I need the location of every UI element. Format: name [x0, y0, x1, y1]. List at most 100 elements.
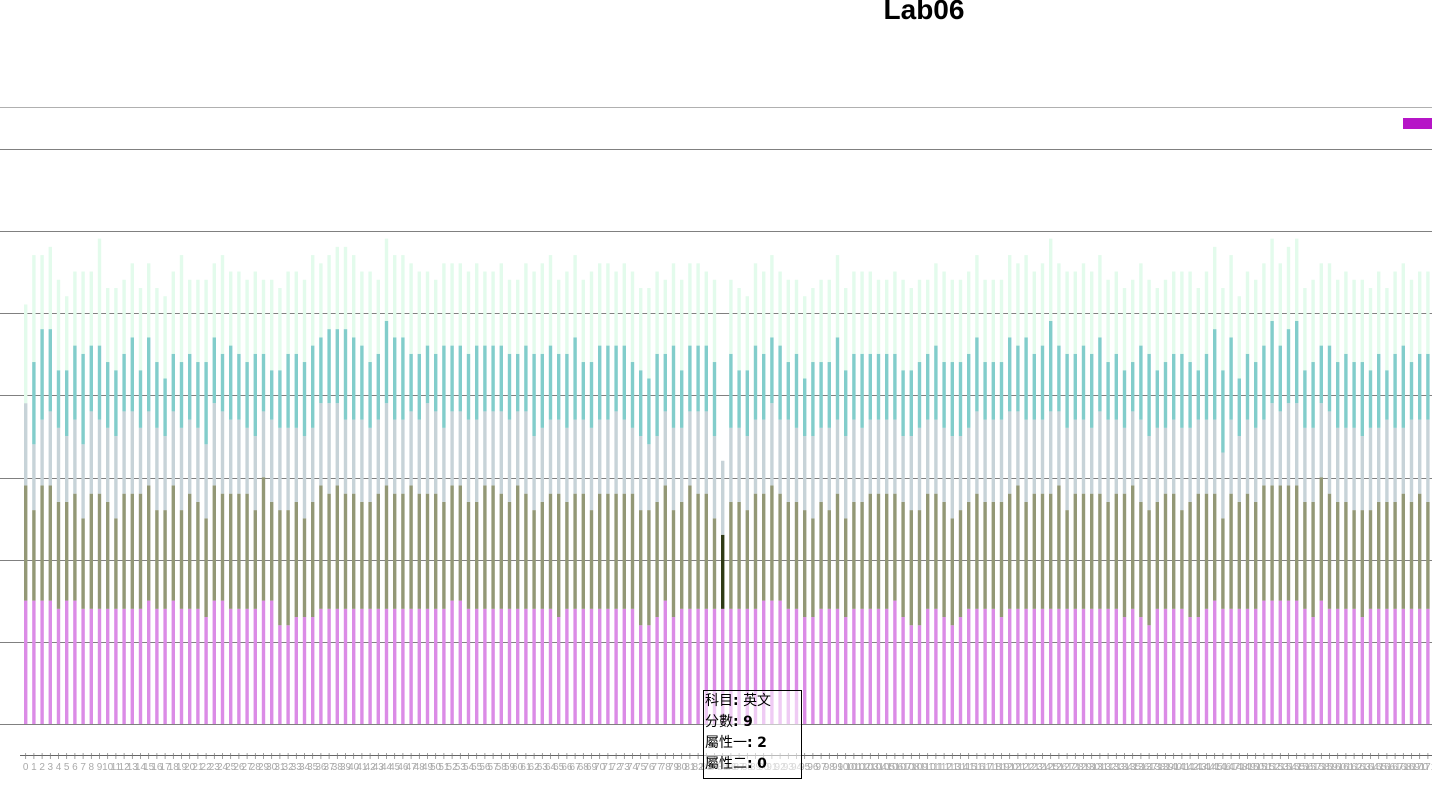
bar-segment[interactable] — [819, 279, 823, 363]
bar-segment[interactable] — [926, 493, 930, 609]
bar-segment[interactable] — [999, 362, 1004, 420]
bar-segment[interactable] — [516, 608, 520, 724]
bar-segment[interactable] — [294, 271, 298, 354]
bar-segment[interactable] — [1065, 608, 1069, 724]
bar-segment[interactable] — [1221, 452, 1225, 519]
bar-segment[interactable] — [1237, 608, 1241, 724]
bar-segment[interactable] — [565, 427, 569, 502]
bar-segment[interactable] — [860, 501, 864, 609]
bar-segment[interactable] — [179, 427, 184, 511]
bar-segment[interactable] — [540, 501, 544, 609]
bar-segment[interactable] — [1401, 427, 1405, 494]
bar-segment[interactable] — [1368, 608, 1373, 724]
bar-segment[interactable] — [942, 427, 946, 502]
bar-segment[interactable] — [950, 436, 954, 519]
bar-segment[interactable] — [491, 485, 495, 609]
bar-segment[interactable] — [1049, 411, 1053, 494]
bar-segment[interactable] — [1286, 485, 1291, 601]
bar-segment[interactable] — [311, 345, 315, 428]
bar-segment[interactable] — [1081, 263, 1086, 346]
bar-segment[interactable] — [188, 279, 192, 354]
bar-segment[interactable] — [1122, 493, 1127, 618]
bar-segment[interactable] — [1237, 501, 1241, 609]
bar-segment[interactable] — [524, 411, 528, 494]
bar-segment[interactable] — [1327, 345, 1332, 412]
bar-segment[interactable] — [220, 255, 225, 354]
bar-segment[interactable] — [1114, 271, 1118, 354]
bar-segment[interactable] — [737, 287, 741, 371]
bar-segment[interactable] — [557, 353, 561, 420]
bar-segment[interactable] — [360, 608, 364, 724]
bar-segment[interactable] — [1073, 271, 1077, 354]
bar-segment[interactable] — [573, 608, 577, 724]
bar-segment[interactable] — [302, 436, 307, 519]
bar-segment[interactable] — [1221, 518, 1225, 609]
bar-segment[interactable] — [1385, 501, 1389, 609]
bar-segment[interactable] — [335, 608, 339, 724]
bar-segment[interactable] — [1147, 353, 1151, 437]
bar-segment[interactable] — [1049, 238, 1053, 321]
bar-segment[interactable] — [384, 608, 389, 724]
bar-segment[interactable] — [1098, 411, 1102, 494]
bar-segment[interactable] — [1336, 501, 1340, 609]
bar-segment[interactable] — [1106, 608, 1110, 724]
bar-segment[interactable] — [1278, 600, 1282, 724]
bar-segment[interactable] — [499, 608, 503, 724]
bar-segment[interactable] — [319, 608, 323, 724]
bar-segment[interactable] — [762, 600, 766, 724]
bar-segment[interactable] — [1295, 403, 1299, 486]
bar-segment[interactable] — [1270, 600, 1274, 724]
bar-segment[interactable] — [1418, 271, 1422, 354]
bar-segment[interactable] — [1147, 436, 1151, 511]
bar-segment[interactable] — [1344, 608, 1348, 724]
bar-segment[interactable] — [680, 427, 684, 502]
bar-segment[interactable] — [196, 279, 200, 363]
bar-segment[interactable] — [860, 427, 864, 502]
bar-segment[interactable] — [466, 419, 471, 502]
bar-segment[interactable] — [417, 353, 421, 420]
bar-segment[interactable] — [1336, 279, 1340, 363]
bar-segment[interactable] — [1155, 287, 1159, 371]
bar-segment[interactable] — [245, 608, 249, 724]
bar-segment[interactable] — [655, 271, 659, 354]
bar-segment[interactable] — [1057, 411, 1061, 486]
bar-segment[interactable] — [958, 617, 963, 724]
bar-segment[interactable] — [286, 510, 290, 626]
bar-segment[interactable] — [89, 345, 93, 412]
bar-segment[interactable] — [655, 353, 659, 437]
bar-segment[interactable] — [434, 608, 438, 724]
bar-segment[interactable] — [688, 608, 692, 724]
bar-segment[interactable] — [425, 345, 430, 404]
bar-segment[interactable] — [622, 419, 626, 494]
bar-segment[interactable] — [204, 444, 208, 519]
bar-segment[interactable] — [1131, 411, 1135, 486]
bar-segment[interactable] — [81, 444, 85, 519]
bar-segment[interactable] — [975, 493, 979, 609]
bar-segment[interactable] — [1327, 493, 1332, 609]
bar-segment[interactable] — [893, 600, 897, 724]
bar-segment[interactable] — [352, 608, 356, 724]
bar-segment[interactable] — [958, 362, 963, 437]
bar-segment[interactable] — [1409, 419, 1414, 502]
bar-segment[interactable] — [1139, 345, 1143, 420]
bar-segment[interactable] — [827, 279, 831, 363]
bar-segment[interactable] — [368, 501, 372, 609]
bar-segment[interactable] — [630, 427, 635, 494]
bar-segment[interactable] — [450, 411, 454, 486]
bar-segment[interactable] — [1368, 370, 1373, 428]
bar-segment[interactable] — [434, 493, 438, 609]
bar-segment[interactable] — [1090, 427, 1094, 494]
bar-segment[interactable] — [540, 427, 544, 502]
bar-segment[interactable] — [622, 608, 626, 724]
bar-segment[interactable] — [1278, 411, 1282, 486]
bar-segment[interactable] — [1163, 279, 1168, 363]
bar-segment[interactable] — [819, 427, 823, 502]
bar-segment[interactable] — [56, 279, 61, 371]
bar-segment[interactable] — [614, 608, 618, 724]
bar-segment[interactable] — [696, 493, 700, 609]
bar-segment[interactable] — [909, 436, 913, 511]
bar-segment[interactable] — [1114, 608, 1118, 724]
bar-segment[interactable] — [1245, 493, 1250, 609]
bar-segment[interactable] — [179, 362, 184, 428]
bar-segment[interactable] — [286, 353, 290, 428]
